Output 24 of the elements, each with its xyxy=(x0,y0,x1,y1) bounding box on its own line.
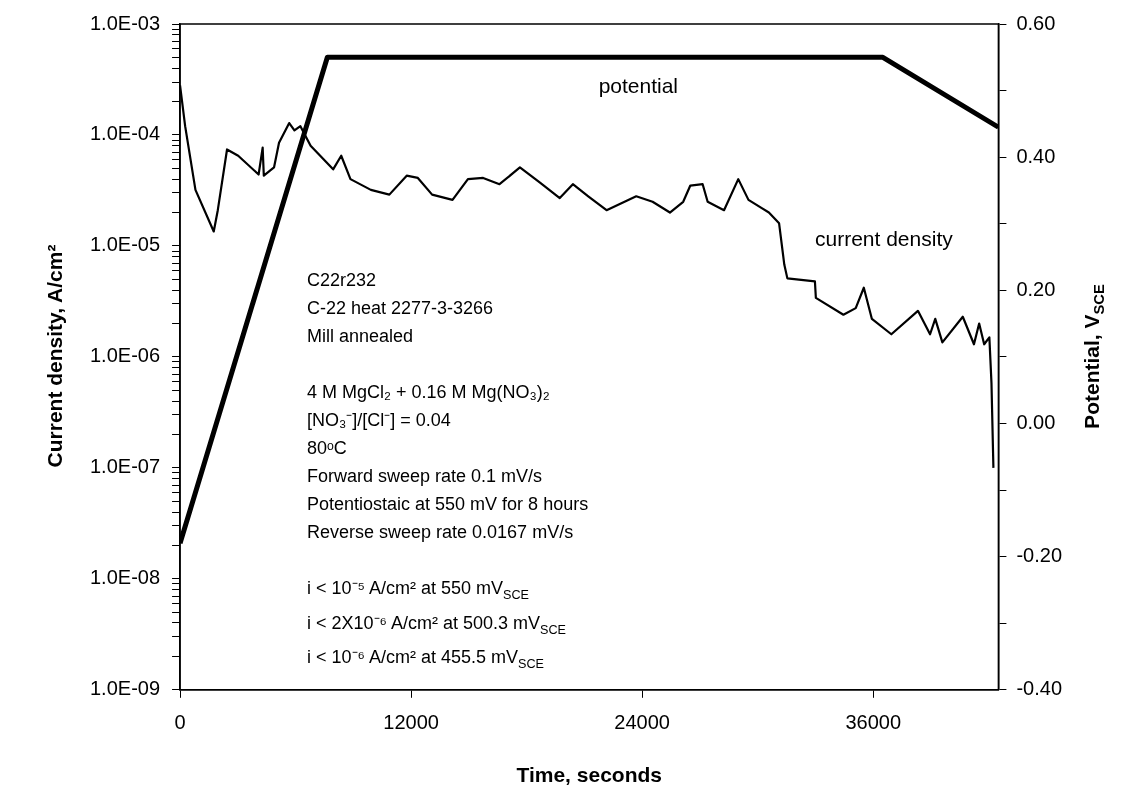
y2-tick-label: 0.20 xyxy=(1016,277,1056,300)
x-tick-label: 36000 xyxy=(845,711,902,734)
series-label: potential xyxy=(598,74,679,98)
annotation: C22r232 C-22 heat 2277-3-3266 Mill annealed xyxy=(307,269,495,348)
y-axis-title: Current density, A/cm² xyxy=(42,244,67,468)
y-tick-label: 1.0E-04 xyxy=(89,122,161,145)
y2-tick-label: -0.20 xyxy=(1016,544,1063,567)
y-tick-label: 1.0E-05 xyxy=(89,233,161,256)
x-tick-label: 24000 xyxy=(614,711,670,734)
x-tick-label: 0 xyxy=(174,711,186,734)
y-tick-label: 1.0E-09 xyxy=(89,677,161,700)
y2-tick-label: 0.60 xyxy=(1016,11,1056,34)
text: i < 10⁻⁵ A/cm² at 550 mV$_{SCE}$ i < 2X10⁻⁶ A/cm² at 500.3 mV$_{SCE}$ i < 10⁻⁶ A/cm² at 455.5 mV$_{SCE}$ xyxy=(307,578,566,671)
y-tick-label: 1.0E-06 xyxy=(89,344,161,367)
y-tick-label: 1.0E-07 xyxy=(89,455,161,478)
y2-tick-label: 0.40 xyxy=(1016,144,1056,167)
series-label: current density xyxy=(814,227,954,251)
x-tick-label: 12000 xyxy=(383,711,439,734)
x-axis-title: Time, seconds xyxy=(516,763,662,787)
y2-tick-label: 0.00 xyxy=(1016,411,1056,433)
y-tick-label: 1.0E-08 xyxy=(89,566,161,589)
annotation: 4 M MgCl₂ + 0.16 M Mg(NO₃)₂ [NO₃⁻]/[Cl⁻] = 0.04 80ᵒC Forward sweep rate 0.1 mV/s Potentiostaic at 550 mV for 8 hours Reverse sweep rate 0.0167 mV/s xyxy=(307,381,589,544)
y2-tick-label: -0.40 xyxy=(1016,677,1063,700)
y-tick-label: 1.0E-03 xyxy=(89,11,161,34)
